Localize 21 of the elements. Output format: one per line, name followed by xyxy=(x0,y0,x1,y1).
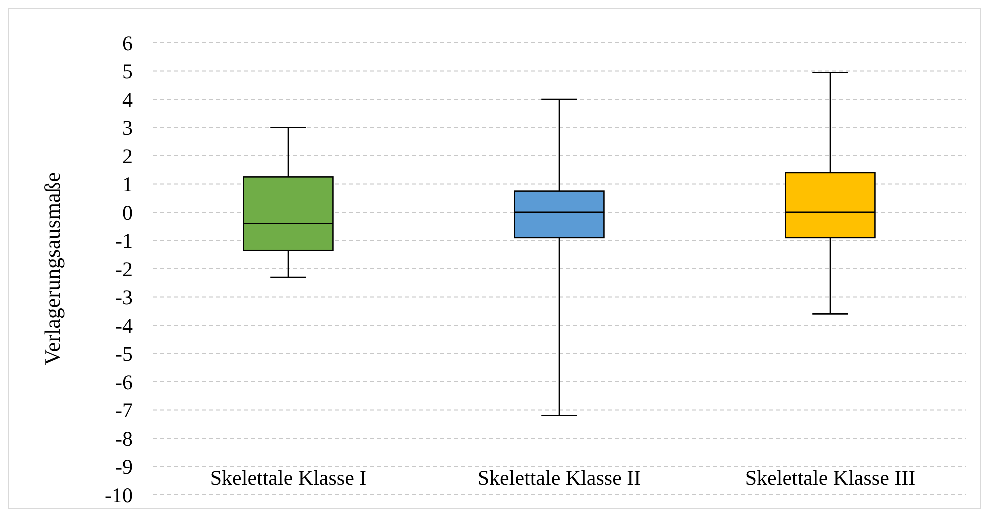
y-tick-label: -6 xyxy=(116,370,133,394)
y-tick-label: 0 xyxy=(122,200,133,225)
y-tick-label: 3 xyxy=(122,116,133,140)
y-tick-label: 1 xyxy=(122,172,133,197)
y-tick-label: -7 xyxy=(116,398,133,423)
y-tick-label: -9 xyxy=(116,455,133,480)
x-tick-label: Skelettale Klasse III xyxy=(745,466,916,490)
y-tick-label: -8 xyxy=(116,426,133,451)
y-tick-label: -4 xyxy=(116,314,134,338)
y-tick-label: 6 xyxy=(122,31,133,56)
y-tick-label: 5 xyxy=(122,60,133,84)
y-tick-label: 4 xyxy=(122,88,134,112)
y-axis-title: Verlagerungsausmaße xyxy=(40,172,65,366)
y-tick-label: 2 xyxy=(122,144,133,168)
y-tick-label: -3 xyxy=(116,286,133,310)
x-tick-label: Skelettale Klasse II xyxy=(478,466,642,490)
y-tick-label: -2 xyxy=(116,257,133,282)
y-tick-label: -10 xyxy=(105,483,133,508)
y-tick-label: -5 xyxy=(116,342,133,366)
x-tick-label: Skelettale Klasse I xyxy=(210,466,367,490)
y-tick-label: -1 xyxy=(116,229,133,254)
